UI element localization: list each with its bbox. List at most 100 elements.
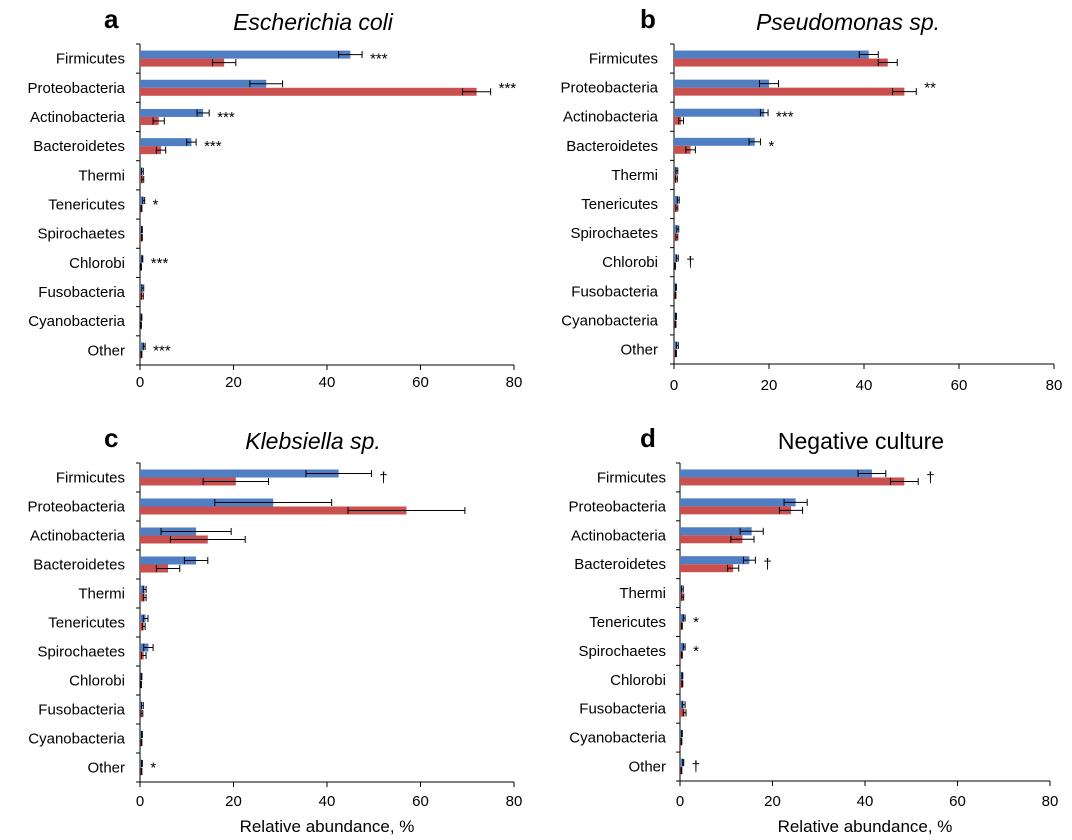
panel-a-category-label: Firmicutes bbox=[56, 51, 125, 68]
panel-b-bar-red bbox=[674, 87, 905, 96]
panel-d-significance-mark: * bbox=[693, 614, 699, 631]
panel-a-bar-blue bbox=[140, 108, 204, 117]
panel-c-category-label: Chlorobi bbox=[69, 673, 125, 690]
panel-a-bar-blue bbox=[140, 342, 145, 351]
panel-b-significance-mark: † bbox=[686, 254, 694, 271]
panel-d-bar-blue bbox=[680, 556, 750, 565]
panel-c-category-label: Fusobacteria bbox=[38, 702, 125, 719]
panel-d-bar-blue bbox=[680, 469, 872, 478]
panel-a-x-tick-label: 60 bbox=[412, 374, 429, 391]
panel-a-category-label: Fusobacteria bbox=[38, 284, 125, 301]
panel-c-bar-blue bbox=[140, 498, 274, 507]
panel-c-category-label: Proteobacteria bbox=[27, 499, 125, 516]
panel-c-x-tick-label: 20 bbox=[225, 793, 242, 810]
panel-a-bar-blue bbox=[140, 138, 192, 147]
panel-c-significance-mark: * bbox=[150, 760, 156, 777]
panel-d-category-label: Tenericutes bbox=[589, 614, 666, 631]
panel-a-x-tick-label: 40 bbox=[319, 374, 336, 391]
panel-a-title: Escherichia coli bbox=[233, 9, 394, 35]
panel-d-category-label: Fusobacteria bbox=[579, 701, 666, 718]
panel-d-category-label: Chlorobi bbox=[610, 672, 666, 689]
panel-a-category-label: Cyanobacteria bbox=[28, 313, 125, 330]
panel-c-bar-red bbox=[140, 477, 236, 486]
panel-b-bar-blue bbox=[674, 137, 755, 146]
panel-b-category-label: Thermi bbox=[611, 167, 658, 184]
panel-c-x-tick-label: 40 bbox=[319, 793, 336, 810]
panel-d-category-label: Cyanobacteria bbox=[569, 730, 666, 747]
panel-a-letter: a bbox=[104, 4, 119, 34]
panel-b-significance-mark: * bbox=[768, 138, 774, 155]
panel-d-title: Negative culture bbox=[778, 428, 944, 454]
panel-d-category-label: Spirochaetes bbox=[578, 643, 666, 660]
panel-c-bar-blue bbox=[140, 556, 197, 565]
panel-a-bar-blue bbox=[140, 79, 267, 88]
panel-c-category-label: Thermi bbox=[78, 586, 125, 603]
panel-b-category-label: Spirochaetes bbox=[570, 225, 658, 242]
panel-b-bar-blue bbox=[674, 108, 765, 117]
panel-a-category-label: Chlorobi bbox=[69, 255, 125, 272]
panel-c-letter: c bbox=[104, 423, 118, 453]
panel-b-bar-blue bbox=[674, 225, 678, 234]
panel-d-bar-red bbox=[680, 477, 905, 486]
panel-a-category-label: Actinobacteria bbox=[30, 109, 126, 126]
panel-d-significance-mark: † bbox=[763, 556, 771, 573]
panel-b-bar-red bbox=[674, 145, 691, 154]
panel-b-category-label: Tenericutes bbox=[581, 196, 658, 213]
panel-b-significance-mark: *** bbox=[776, 109, 794, 126]
panel-d-bar-red bbox=[680, 708, 685, 717]
panel-c-x-tick-label: 60 bbox=[412, 793, 429, 810]
panel-c-significance-mark: † bbox=[379, 470, 387, 487]
panel-d-x-tick-label: 40 bbox=[857, 793, 874, 810]
panel-d-x-tick-label: 60 bbox=[949, 793, 966, 810]
panel-a-x-tick-label: 20 bbox=[225, 374, 242, 391]
panel-d-category-label: Bacteroidetes bbox=[574, 556, 666, 573]
panel-c-title: Klebsiella sp. bbox=[245, 428, 381, 454]
panel-a-significance-mark: *** bbox=[499, 80, 517, 97]
panel-a-bar-red bbox=[140, 58, 225, 67]
panel-c-bar-blue bbox=[140, 469, 339, 478]
panel-b-x-tick-label: 40 bbox=[856, 377, 873, 394]
panel-b-category-label: Bacteroidetes bbox=[566, 138, 658, 155]
panel-a-x-tick-label: 80 bbox=[506, 374, 523, 391]
panel-b-bar-red bbox=[674, 116, 682, 125]
panel-c-x-axis-title: Relative abundance, % bbox=[240, 817, 415, 836]
panel-d-category-label: Firmicutes bbox=[597, 469, 666, 486]
panel-a-category-label: Tenericutes bbox=[48, 197, 125, 214]
panel-c-bar-red bbox=[140, 593, 145, 602]
panel-a-significance-mark: *** bbox=[151, 255, 169, 272]
panel-d-x-tick-label: 20 bbox=[764, 793, 781, 810]
panel-b-bar-blue bbox=[674, 79, 769, 88]
panel-a-bar-blue bbox=[140, 254, 143, 263]
panel-d-x-axis-title: Relative abundance, % bbox=[778, 817, 953, 836]
panel-d-significance-mark: † bbox=[926, 469, 934, 486]
panel-d-bar-blue bbox=[680, 671, 683, 680]
panel-d-bar-red bbox=[680, 535, 743, 544]
panel-c-x-tick-label: 0 bbox=[136, 793, 144, 810]
panel-b-category-label: Firmicutes bbox=[589, 51, 658, 68]
panel-b-category-label: Other bbox=[620, 341, 658, 358]
panel-d-category-label: Other bbox=[628, 759, 666, 776]
panel-d-category-label: Proteobacteria bbox=[568, 498, 666, 515]
panel-b-title: Pseudomonas sp. bbox=[756, 9, 940, 35]
panel-a-bar-red bbox=[140, 146, 162, 155]
panel-b-x-tick-label: 60 bbox=[951, 377, 968, 394]
panel-a-significance-mark: * bbox=[153, 197, 159, 214]
panel-c-bar-red bbox=[140, 564, 169, 573]
panel-a-bar-blue bbox=[140, 196, 144, 205]
panel-d-bar-blue bbox=[680, 614, 685, 622]
panel-d-bar-red bbox=[680, 506, 791, 515]
panel-a-bar-red bbox=[140, 116, 159, 125]
panel-b-x-tick-label: 20 bbox=[761, 377, 778, 394]
panel-b-x-tick-label: 0 bbox=[670, 377, 678, 394]
panel-c-category-label: Firmicutes bbox=[56, 470, 125, 487]
panel-a-significance-mark: *** bbox=[370, 51, 388, 68]
panel-b-bar-blue bbox=[674, 254, 678, 263]
panel-d-bar-blue bbox=[680, 758, 684, 767]
panel-d-letter: d bbox=[640, 423, 656, 453]
panel-d-x-tick-label: 80 bbox=[1042, 793, 1059, 810]
panel-b-bar-blue bbox=[674, 50, 869, 59]
panel-b-category-label: Cyanobacteria bbox=[561, 312, 658, 329]
panel-a-significance-mark: *** bbox=[204, 138, 222, 155]
